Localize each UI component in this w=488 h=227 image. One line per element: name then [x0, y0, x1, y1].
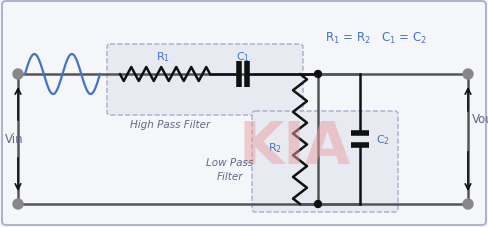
Circle shape: [463, 199, 473, 209]
Circle shape: [314, 71, 322, 78]
Text: R$_1$ = R$_2$   C$_1$ = C$_2$: R$_1$ = R$_2$ C$_1$ = C$_2$: [325, 30, 427, 45]
Circle shape: [13, 199, 23, 209]
FancyBboxPatch shape: [107, 45, 303, 116]
FancyBboxPatch shape: [252, 111, 398, 212]
Text: KIA: KIA: [239, 119, 351, 176]
Circle shape: [13, 70, 23, 80]
Circle shape: [314, 201, 322, 207]
Text: R$_1$: R$_1$: [156, 50, 170, 64]
FancyBboxPatch shape: [2, 2, 486, 225]
Text: R$_2$: R$_2$: [268, 141, 282, 154]
Text: High Pass Filter: High Pass Filter: [130, 119, 210, 129]
Text: C$_2$: C$_2$: [376, 133, 390, 146]
Text: Vout: Vout: [472, 113, 488, 126]
Text: Vin: Vin: [5, 133, 23, 146]
Text: Low Pass
Filter: Low Pass Filter: [206, 158, 254, 181]
Circle shape: [463, 70, 473, 80]
Text: C$_1$: C$_1$: [236, 50, 250, 64]
